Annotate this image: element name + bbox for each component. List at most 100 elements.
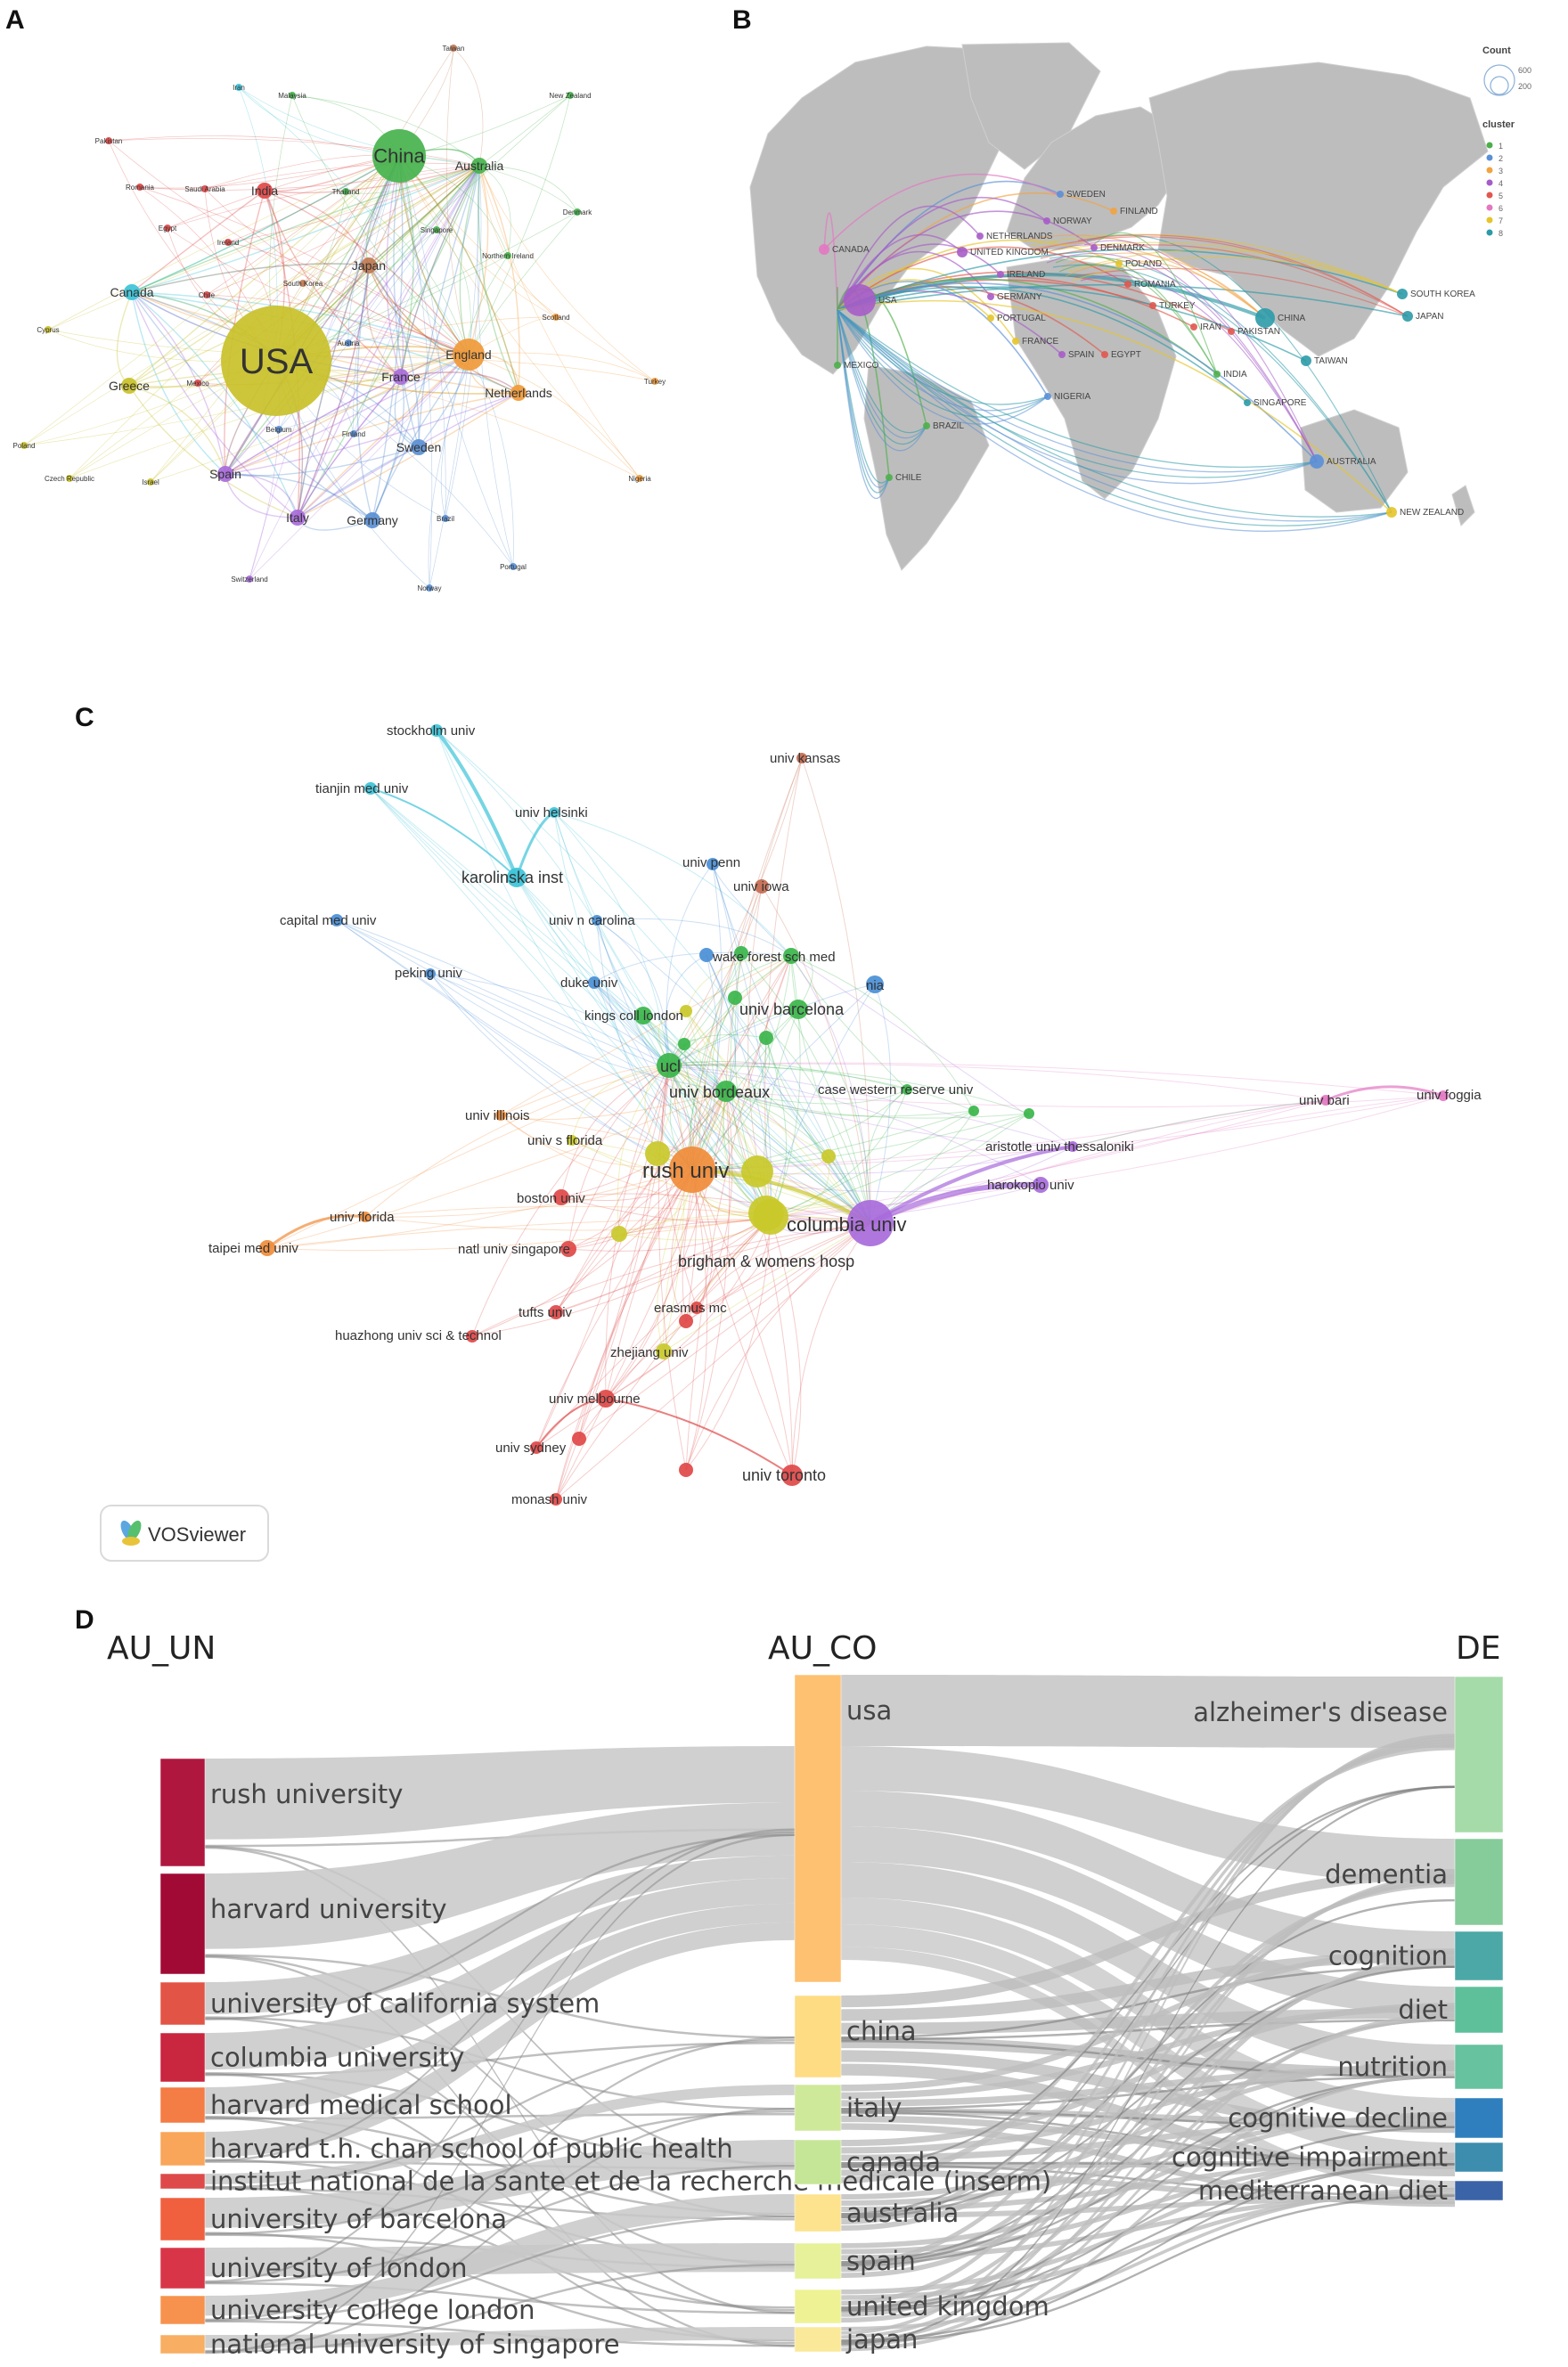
country-node-denmark[interactable]: Denmark	[563, 208, 592, 216]
country-node-ireland[interactable]: Ireland	[217, 239, 239, 247]
map-country-poland[interactable]: POLAND	[1115, 259, 1162, 269]
map-country-germany[interactable]: GERMANY	[987, 292, 1042, 302]
institution-node-peking-univ[interactable]: peking univ	[395, 966, 462, 981]
map-country-mexico[interactable]: MEXICO	[834, 361, 879, 371]
map-country-france[interactable]: FRANCE	[1012, 337, 1058, 347]
map-country-nigeria[interactable]: NIGERIA	[1044, 392, 1090, 402]
country-node-czech-republic[interactable]: Czech Republic	[45, 475, 94, 483]
institution-node-ucl[interactable]: ucl	[657, 1053, 682, 1078]
country-node-netherlands[interactable]: Netherlands	[485, 385, 552, 401]
map-country-brazil[interactable]: BRAZIL	[923, 421, 964, 431]
map-country-australia[interactable]: AUSTRALIA	[1310, 454, 1376, 469]
map-country-romania[interactable]: ROMANIA	[1124, 280, 1176, 290]
country-node-china[interactable]: China	[372, 129, 426, 183]
institution-node-univ-barcelona[interactable]: univ barcelona	[739, 1000, 845, 1019]
country-node-malaysia[interactable]: Malaysia	[278, 92, 306, 100]
map-country-new-zealand[interactable]: NEW ZEALAND	[1386, 507, 1464, 518]
country-node-italy[interactable]: Italy	[286, 510, 309, 526]
country-node-romania[interactable]: Romania	[126, 184, 155, 192]
country-node-scotland[interactable]: Scotland	[542, 314, 569, 322]
institution-node-univ-bari[interactable]: univ bari	[1299, 1093, 1350, 1108]
country-node-belgium[interactable]: Belgium	[266, 426, 292, 434]
country-node-chile[interactable]: Chile	[199, 291, 216, 299]
institution-node-karolinska-inst[interactable]: karolinska inst	[461, 868, 563, 887]
country-node-england[interactable]: England	[445, 339, 492, 371]
sankey-node-de-alzheimer-s-disease[interactable]: alzheimer's disease	[1193, 1676, 1504, 1833]
country-node-turkey[interactable]: Turkey	[644, 378, 666, 386]
country-node-germany[interactable]: Germany	[347, 512, 398, 528]
institution-node-brigham-womens-hosp[interactable]: brigham & womens hosp	[678, 1199, 854, 1270]
map-country-pakistan[interactable]: PAKISTAN	[1228, 327, 1280, 337]
institution-node-univ-toronto[interactable]: univ toronto	[742, 1465, 826, 1486]
institution-node-huazhong-univ-sci-technol[interactable]: huazhong univ sci & technol	[335, 1328, 502, 1343]
country-node-sweden[interactable]: Sweden	[396, 439, 442, 455]
map-country-portugal[interactable]: PORTUGAL	[987, 314, 1046, 323]
institution-node-univ-penn[interactable]: univ penn	[682, 855, 740, 870]
institution-node-tianjin-med-univ[interactable]: tianjin med univ	[315, 781, 409, 796]
institution-node-zhejiang-univ[interactable]: zhejiang univ	[610, 1343, 689, 1360]
institution-node-rush-univ[interactable]: rush univ	[642, 1147, 729, 1193]
sankey-node-de-cognitive-decline[interactable]: cognitive decline	[1228, 2097, 1504, 2139]
country-node-austria[interactable]: Austria	[338, 339, 360, 347]
sankey-node-au-un-rush-university[interactable]: rush university	[159, 1758, 403, 1867]
map-country-japan[interactable]: JAPAN	[1402, 311, 1444, 322]
institution-node-taipei-med-univ[interactable]: taipei med univ	[208, 1240, 298, 1256]
country-node-israel[interactable]: Israel	[142, 478, 159, 486]
country-node-switzerland[interactable]: Switzerland	[231, 575, 267, 584]
map-country-iran[interactable]: IRAN	[1190, 322, 1221, 332]
sankey-node-au-un-institut-national-de-la-sante-et-de-la-recherche-medicale-inserm[interactable]: institut national de la sante et de la r…	[159, 2167, 1051, 2197]
sankey-node-au-co-canada[interactable]: canada	[794, 2139, 941, 2185]
institution-node-nia[interactable]: nia	[866, 975, 885, 993]
country-node-india[interactable]: India	[251, 183, 279, 199]
institution-node-univ-kansas[interactable]: univ kansas	[770, 751, 840, 766]
institution-node-capital-med-univ[interactable]: capital med univ	[280, 913, 377, 928]
country-node-saudi-arabia[interactable]: Saudi Arabia	[184, 185, 225, 193]
institution-node-univ-sydney[interactable]: univ sydney	[495, 1441, 567, 1456]
sankey-node-au-co-united-kingdom[interactable]: united kingdom	[794, 2289, 1049, 2324]
sankey-node-au-un-columbia-university[interactable]: columbia university	[159, 2032, 464, 2083]
country-node-south-korea[interactable]: South Korea	[283, 280, 323, 288]
institution-node-harokopio-univ[interactable]: harokopio univ	[987, 1177, 1074, 1193]
country-node-thailand[interactable]: Thailand	[332, 188, 360, 196]
map-country-chile[interactable]: CHILE	[886, 473, 922, 483]
sankey-node-au-un-national-university-of-singapore[interactable]: national university of singapore	[159, 2330, 620, 2360]
institution-node-univ-melbourne[interactable]: univ melbourne	[549, 1390, 641, 1408]
institution-node-boston-univ[interactable]: boston univ	[517, 1189, 585, 1206]
institution-node-wake-forest-sch-med[interactable]: wake forest sch med	[712, 948, 836, 965]
map-country-china[interactable]: CHINA	[1255, 308, 1305, 328]
sankey-node-au-un-harvard-university[interactable]: harvard university	[159, 1873, 447, 1975]
map-country-finland[interactable]: FINLAND	[1110, 207, 1158, 216]
country-node-singapore[interactable]: Singapore	[421, 226, 453, 234]
sankey-node-au-un-university-of-california-system[interactable]: university of california system	[159, 1981, 600, 2026]
sankey-node-de-cognition[interactable]: cognition	[1328, 1930, 1504, 1981]
sankey-node-de-cognitive-impairment[interactable]: cognitive impairment	[1172, 2143, 1504, 2173]
map-country-spain[interactable]: SPAIN	[1058, 350, 1094, 360]
institution-node-univ-foggia[interactable]: univ foggia	[1417, 1088, 1482, 1103]
map-country-united-kingdom[interactable]: UNITED KINGDOM	[957, 247, 1049, 257]
country-node-nigeria[interactable]: Nigeria	[628, 475, 651, 483]
country-node-usa[interactable]: USA	[221, 306, 331, 416]
map-country-ireland[interactable]: IRELAND	[997, 270, 1045, 280]
country-node-norway[interactable]: Norway	[417, 584, 441, 592]
institution-node-monash-univ[interactable]: monash univ	[511, 1492, 588, 1507]
sankey-node-de-mediterranean-diet[interactable]: mediterranean diet	[1198, 2175, 1504, 2206]
country-node-new-zealand[interactable]: New Zealand	[549, 92, 591, 100]
map-country-turkey[interactable]: TURKEY	[1149, 301, 1196, 311]
map-country-usa[interactable]: USA	[844, 284, 897, 316]
sankey-node-de-dementia[interactable]: dementia	[1325, 1838, 1504, 1926]
institution-node-univ-s-florida[interactable]: univ s florida	[527, 1133, 603, 1148]
sankey-node-au-co-australia[interactable]: australia	[794, 2193, 959, 2232]
country-node-northern-ireland[interactable]: Northern Ireland	[482, 252, 534, 260]
map-country-egypt[interactable]: EGYPT	[1101, 350, 1141, 360]
country-node-australia[interactable]: Australia	[455, 158, 504, 174]
country-node-portugal[interactable]: Portugal	[500, 563, 527, 571]
institution-node-kings-coll-london[interactable]: kings coll london	[584, 1007, 683, 1024]
sankey-node-au-un-harvard-t-h-chan-school-of-public-health[interactable]: harvard t.h. chan school of public healt…	[159, 2131, 733, 2167]
country-node-france[interactable]: France	[381, 369, 421, 385]
institution-node-univ-illinois[interactable]: univ illinois	[465, 1108, 530, 1123]
country-node-egypt[interactable]: Egypt	[159, 224, 177, 233]
vosviewer-badge[interactable]: VOSviewer	[100, 1505, 269, 1562]
institution-node-stockholm-univ[interactable]: stockholm univ	[387, 723, 476, 739]
country-node-cyprus[interactable]: Cyprus	[37, 326, 59, 334]
sankey-node-au-co-usa[interactable]: usa	[794, 1674, 892, 1983]
